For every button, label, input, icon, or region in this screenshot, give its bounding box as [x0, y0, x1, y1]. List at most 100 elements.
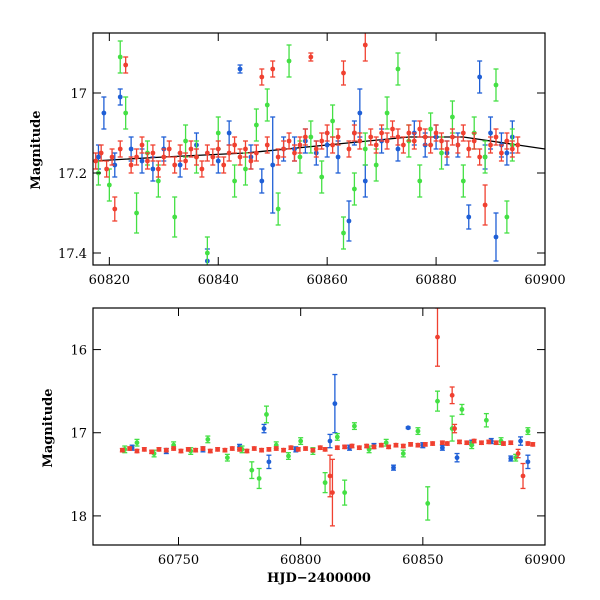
top-data-point-red: [504, 132, 510, 150]
top-data-point-blue: [112, 152, 118, 178]
top-data-point-red: [210, 148, 216, 166]
bottom-data-point-blue: [261, 423, 267, 434]
top-data-point-green: [319, 160, 325, 194]
top-data-point-green: [384, 96, 390, 130]
bottom-data-point-red: [178, 448, 184, 454]
top-data-point-red: [226, 144, 232, 162]
top-plot-frame: [92, 32, 546, 266]
top-data-point-red: [330, 136, 336, 154]
top-data-point-blue: [357, 88, 363, 138]
bottom-data-point-red: [439, 440, 445, 446]
top-data-point-red: [477, 148, 483, 166]
bottom-data-point-green: [249, 461, 255, 480]
bottom-data-point-red: [295, 446, 301, 452]
top-data-point-red: [488, 136, 494, 154]
top-data-point-blue: [477, 60, 483, 94]
top-data-point-red: [291, 144, 297, 162]
top-data-point-red: [395, 128, 401, 146]
bottom-data-point-red: [371, 444, 377, 450]
top-data-point-blue: [346, 200, 352, 242]
bottom-data-point-red: [163, 447, 169, 453]
top-data-point-red: [199, 160, 205, 178]
top-data-point-green: [449, 100, 455, 134]
top-data-point-red: [324, 124, 330, 142]
bottom-data-point-red: [193, 447, 199, 453]
top-data-point-red: [422, 128, 428, 146]
top-data-point-red: [253, 144, 259, 162]
top-data-point-blue: [466, 204, 472, 230]
bottom-data-layer: [119, 308, 536, 527]
top-data-point-red: [259, 68, 265, 86]
top-data-point-red: [177, 144, 183, 162]
bottom-data-point-red: [415, 442, 421, 448]
bottom-data-point-red: [229, 446, 235, 451]
bottom-data-point-red: [408, 441, 414, 447]
top-data-point-blue: [101, 96, 107, 130]
top-data-point-red: [351, 124, 357, 142]
top-data-point-red: [242, 140, 248, 158]
bottom-data-point-red: [215, 446, 221, 452]
top-data-point-red: [161, 148, 167, 166]
top-data-point-red: [237, 148, 243, 166]
top-data-point-red: [313, 140, 319, 158]
bottom-data-point-blue: [405, 425, 411, 431]
top-data-point-green: [460, 164, 466, 198]
bottom-x-axis-label: HJD−2400000: [267, 571, 371, 586]
bottom-data-point-red: [207, 448, 213, 454]
top-data-point-red: [449, 128, 455, 146]
bottom-data-point-green: [425, 486, 431, 521]
top-data-point-red: [144, 152, 150, 170]
top-data-point-red: [221, 156, 227, 174]
top-data-point-red: [248, 152, 254, 170]
bottom-data-point-green: [400, 449, 406, 458]
bottom-data-point-red: [449, 386, 455, 405]
top-data-point-red: [319, 132, 325, 150]
bottom-data-point-green: [322, 472, 328, 494]
top-data-point-green: [117, 40, 123, 74]
bottom-y-tick-label: 18: [70, 510, 87, 525]
bottom-data-point-red: [356, 445, 362, 451]
top-x-tick-label: 60820: [89, 273, 130, 288]
top-data-point-blue: [237, 64, 243, 74]
bottom-data-point-red: [156, 446, 162, 452]
top-data-point-red: [139, 136, 145, 154]
top-data-point-red: [368, 128, 374, 146]
bottom-data-point-red: [515, 448, 521, 459]
bottom-data-point-blue: [266, 454, 272, 470]
bottom-data-point-green: [415, 427, 421, 436]
top-data-point-red: [411, 132, 417, 150]
top-data-point-green: [330, 104, 336, 138]
top-data-layer: [93, 33, 545, 265]
top-model-curve: [93, 136, 545, 162]
top-data-point-red: [93, 152, 99, 170]
bottom-data-point-red: [520, 462, 526, 490]
bottom-data-point-red: [281, 447, 287, 453]
top-data-point-red: [390, 120, 396, 138]
bottom-data-point-green: [134, 438, 140, 447]
bottom-data-point-red: [342, 444, 348, 450]
top-data-point-blue: [335, 140, 341, 174]
top-data-point-green: [204, 236, 210, 265]
bottom-data-point-green: [334, 432, 340, 441]
top-data-point-green: [362, 132, 368, 166]
top-data-point-green: [482, 140, 488, 174]
top-data-point-green: [493, 68, 499, 102]
bottom-data-point-red: [317, 445, 323, 451]
top-data-point-red: [466, 140, 472, 158]
bottom-data-point-red: [200, 446, 206, 451]
top-data-point-red: [270, 60, 276, 78]
top-data-point-red: [155, 160, 161, 178]
top-data-point-green: [183, 124, 189, 158]
top-data-point-red: [455, 136, 461, 154]
top-data-point-green: [172, 196, 178, 238]
bottom-y-axis-label: Magnitude: [41, 388, 56, 467]
bottom-data-point-red: [452, 423, 458, 434]
top-data-point-red: [109, 148, 115, 166]
top-data-point-red: [204, 144, 210, 162]
top-data-point-red: [428, 136, 434, 154]
top-data-point-red: [384, 132, 390, 150]
bottom-data-point-red: [322, 446, 328, 452]
bottom-data-point-green: [351, 422, 357, 431]
top-data-point-blue: [270, 116, 276, 214]
top-data-point-red: [297, 136, 303, 154]
